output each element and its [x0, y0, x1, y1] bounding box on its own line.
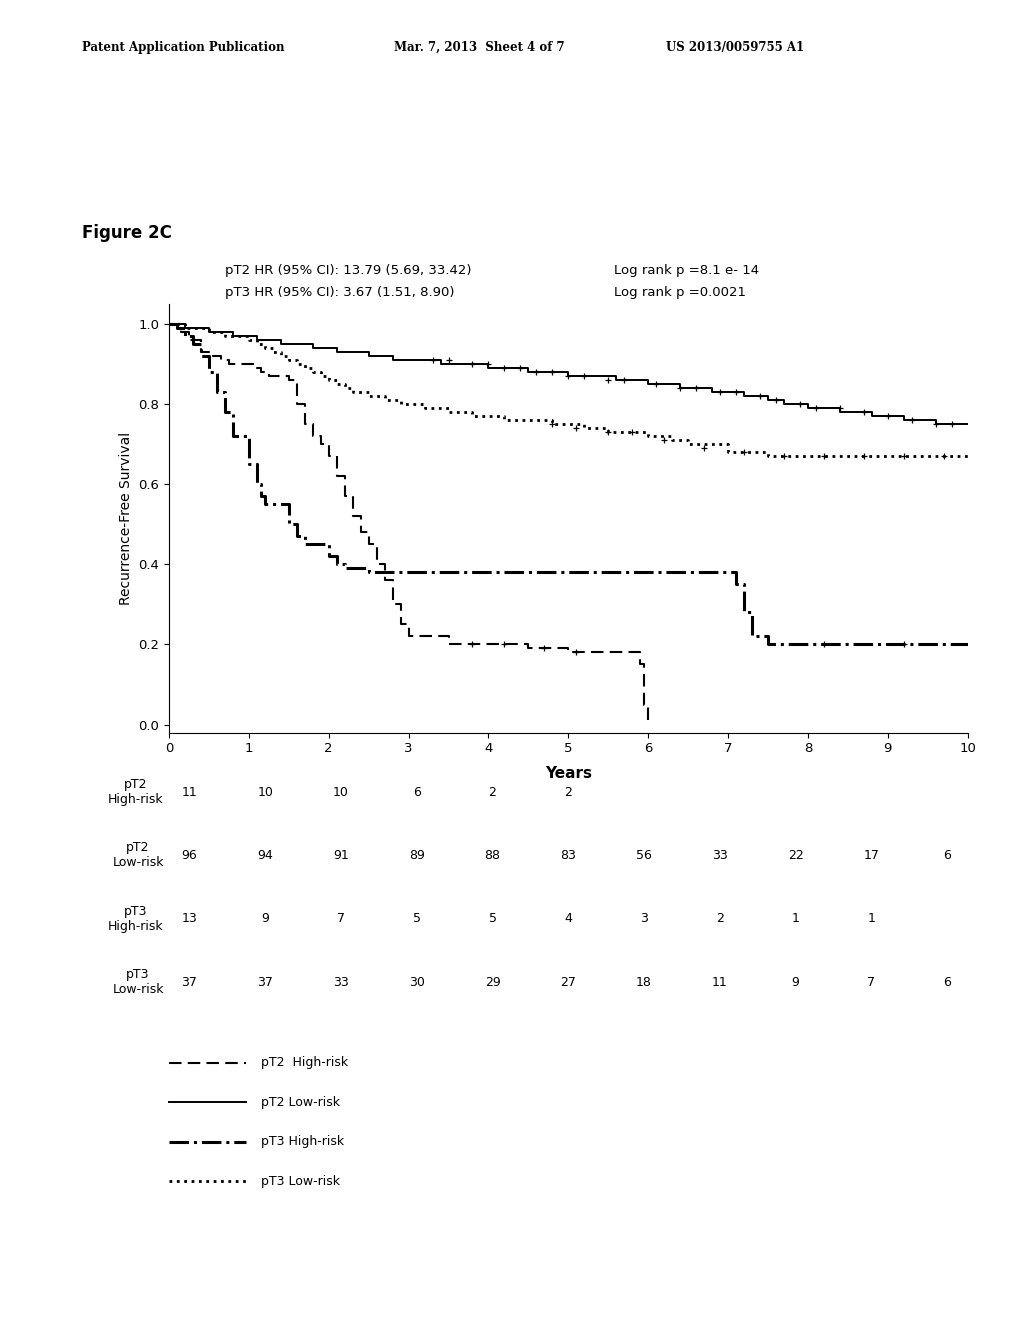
Text: 9: 9 [261, 912, 269, 925]
Text: 1: 1 [867, 912, 876, 925]
Text: 10: 10 [257, 785, 273, 799]
Text: pT3
High-risk: pT3 High-risk [109, 904, 164, 933]
Text: 4: 4 [564, 912, 572, 925]
Text: 1: 1 [792, 912, 800, 925]
Text: 88: 88 [484, 849, 501, 862]
Text: 2: 2 [716, 912, 724, 925]
Text: pT2 HR (95% CI): 13.79 (5.69, 33.42): pT2 HR (95% CI): 13.79 (5.69, 33.42) [225, 264, 472, 277]
Text: 91: 91 [333, 849, 349, 862]
Text: Patent Application Publication: Patent Application Publication [82, 41, 285, 54]
Text: pT3 High-risk: pT3 High-risk [261, 1135, 344, 1148]
Text: 29: 29 [484, 975, 501, 989]
Text: 89: 89 [409, 849, 425, 862]
Text: Figure 2C: Figure 2C [82, 224, 172, 243]
Text: 33: 33 [333, 975, 349, 989]
Text: US 2013/0059755 A1: US 2013/0059755 A1 [666, 41, 804, 54]
Text: 11: 11 [712, 975, 728, 989]
Text: 10: 10 [333, 785, 349, 799]
Text: 94: 94 [257, 849, 273, 862]
Text: Log rank p =0.0021: Log rank p =0.0021 [614, 286, 746, 300]
X-axis label: Years: Years [545, 767, 592, 781]
Text: 6: 6 [943, 849, 951, 862]
Text: 9: 9 [792, 975, 800, 989]
Text: Log rank p =8.1 e- 14: Log rank p =8.1 e- 14 [614, 264, 760, 277]
Text: 37: 37 [257, 975, 273, 989]
Text: 5: 5 [488, 912, 497, 925]
Text: pT3
Low-risk: pT3 Low-risk [113, 968, 164, 997]
Text: 27: 27 [560, 975, 577, 989]
Text: 18: 18 [636, 975, 652, 989]
Text: 13: 13 [181, 912, 198, 925]
Text: pT3 Low-risk: pT3 Low-risk [261, 1175, 340, 1188]
Text: 30: 30 [409, 975, 425, 989]
Text: 33: 33 [712, 849, 728, 862]
Text: pT2
High-risk: pT2 High-risk [109, 777, 164, 807]
Text: Mar. 7, 2013  Sheet 4 of 7: Mar. 7, 2013 Sheet 4 of 7 [394, 41, 565, 54]
Text: 37: 37 [181, 975, 198, 989]
Y-axis label: Recurrence-Free Survival: Recurrence-Free Survival [119, 432, 133, 605]
Text: 6: 6 [943, 975, 951, 989]
Text: 5: 5 [413, 912, 421, 925]
Text: 3: 3 [640, 912, 648, 925]
Text: 11: 11 [181, 785, 198, 799]
Text: 2: 2 [564, 785, 572, 799]
Text: pT3 HR (95% CI): 3.67 (1.51, 8.90): pT3 HR (95% CI): 3.67 (1.51, 8.90) [225, 286, 455, 300]
Text: 7: 7 [867, 975, 876, 989]
Text: 96: 96 [181, 849, 198, 862]
Text: 17: 17 [863, 849, 880, 862]
Text: 56: 56 [636, 849, 652, 862]
Text: 22: 22 [787, 849, 804, 862]
Text: 6: 6 [413, 785, 421, 799]
Text: 7: 7 [337, 912, 345, 925]
Text: 83: 83 [560, 849, 577, 862]
Text: pT2  High-risk: pT2 High-risk [261, 1056, 348, 1069]
Text: pT2
Low-risk: pT2 Low-risk [113, 841, 164, 870]
Text: 2: 2 [488, 785, 497, 799]
Text: pT2 Low-risk: pT2 Low-risk [261, 1096, 340, 1109]
